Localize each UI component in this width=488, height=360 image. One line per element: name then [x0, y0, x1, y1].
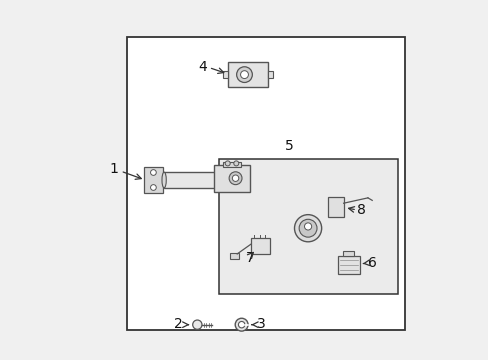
Circle shape — [238, 321, 244, 328]
Bar — [229, 252, 239, 259]
Ellipse shape — [221, 172, 225, 188]
Circle shape — [236, 67, 252, 82]
Circle shape — [299, 219, 316, 237]
Bar — [267, 71, 272, 78]
Circle shape — [304, 223, 311, 230]
Text: 4: 4 — [198, 60, 206, 75]
Bar — [214, 165, 249, 192]
Bar — [228, 62, 267, 87]
Text: 2: 2 — [174, 317, 183, 331]
Bar — [223, 71, 228, 78]
Circle shape — [150, 185, 156, 190]
Circle shape — [233, 161, 238, 166]
Bar — [343, 251, 353, 256]
Ellipse shape — [162, 172, 166, 188]
Bar — [126, 37, 405, 330]
Text: 5: 5 — [284, 139, 293, 153]
Circle shape — [235, 318, 247, 331]
Bar — [219, 158, 397, 294]
Circle shape — [192, 320, 202, 329]
Text: 1: 1 — [109, 162, 118, 176]
Bar — [163, 176, 169, 184]
Bar — [223, 162, 241, 167]
Bar — [164, 172, 223, 188]
Text: 3: 3 — [256, 317, 265, 331]
Bar — [143, 167, 163, 193]
Circle shape — [240, 71, 248, 78]
Text: 6: 6 — [367, 256, 376, 270]
Text: 7: 7 — [245, 251, 254, 265]
Circle shape — [229, 172, 242, 185]
Bar — [337, 256, 359, 274]
Bar — [327, 197, 343, 217]
Circle shape — [294, 215, 321, 242]
Circle shape — [232, 175, 238, 181]
Circle shape — [225, 161, 230, 166]
Bar — [250, 238, 270, 254]
Circle shape — [150, 170, 156, 175]
Text: 8: 8 — [356, 203, 365, 217]
